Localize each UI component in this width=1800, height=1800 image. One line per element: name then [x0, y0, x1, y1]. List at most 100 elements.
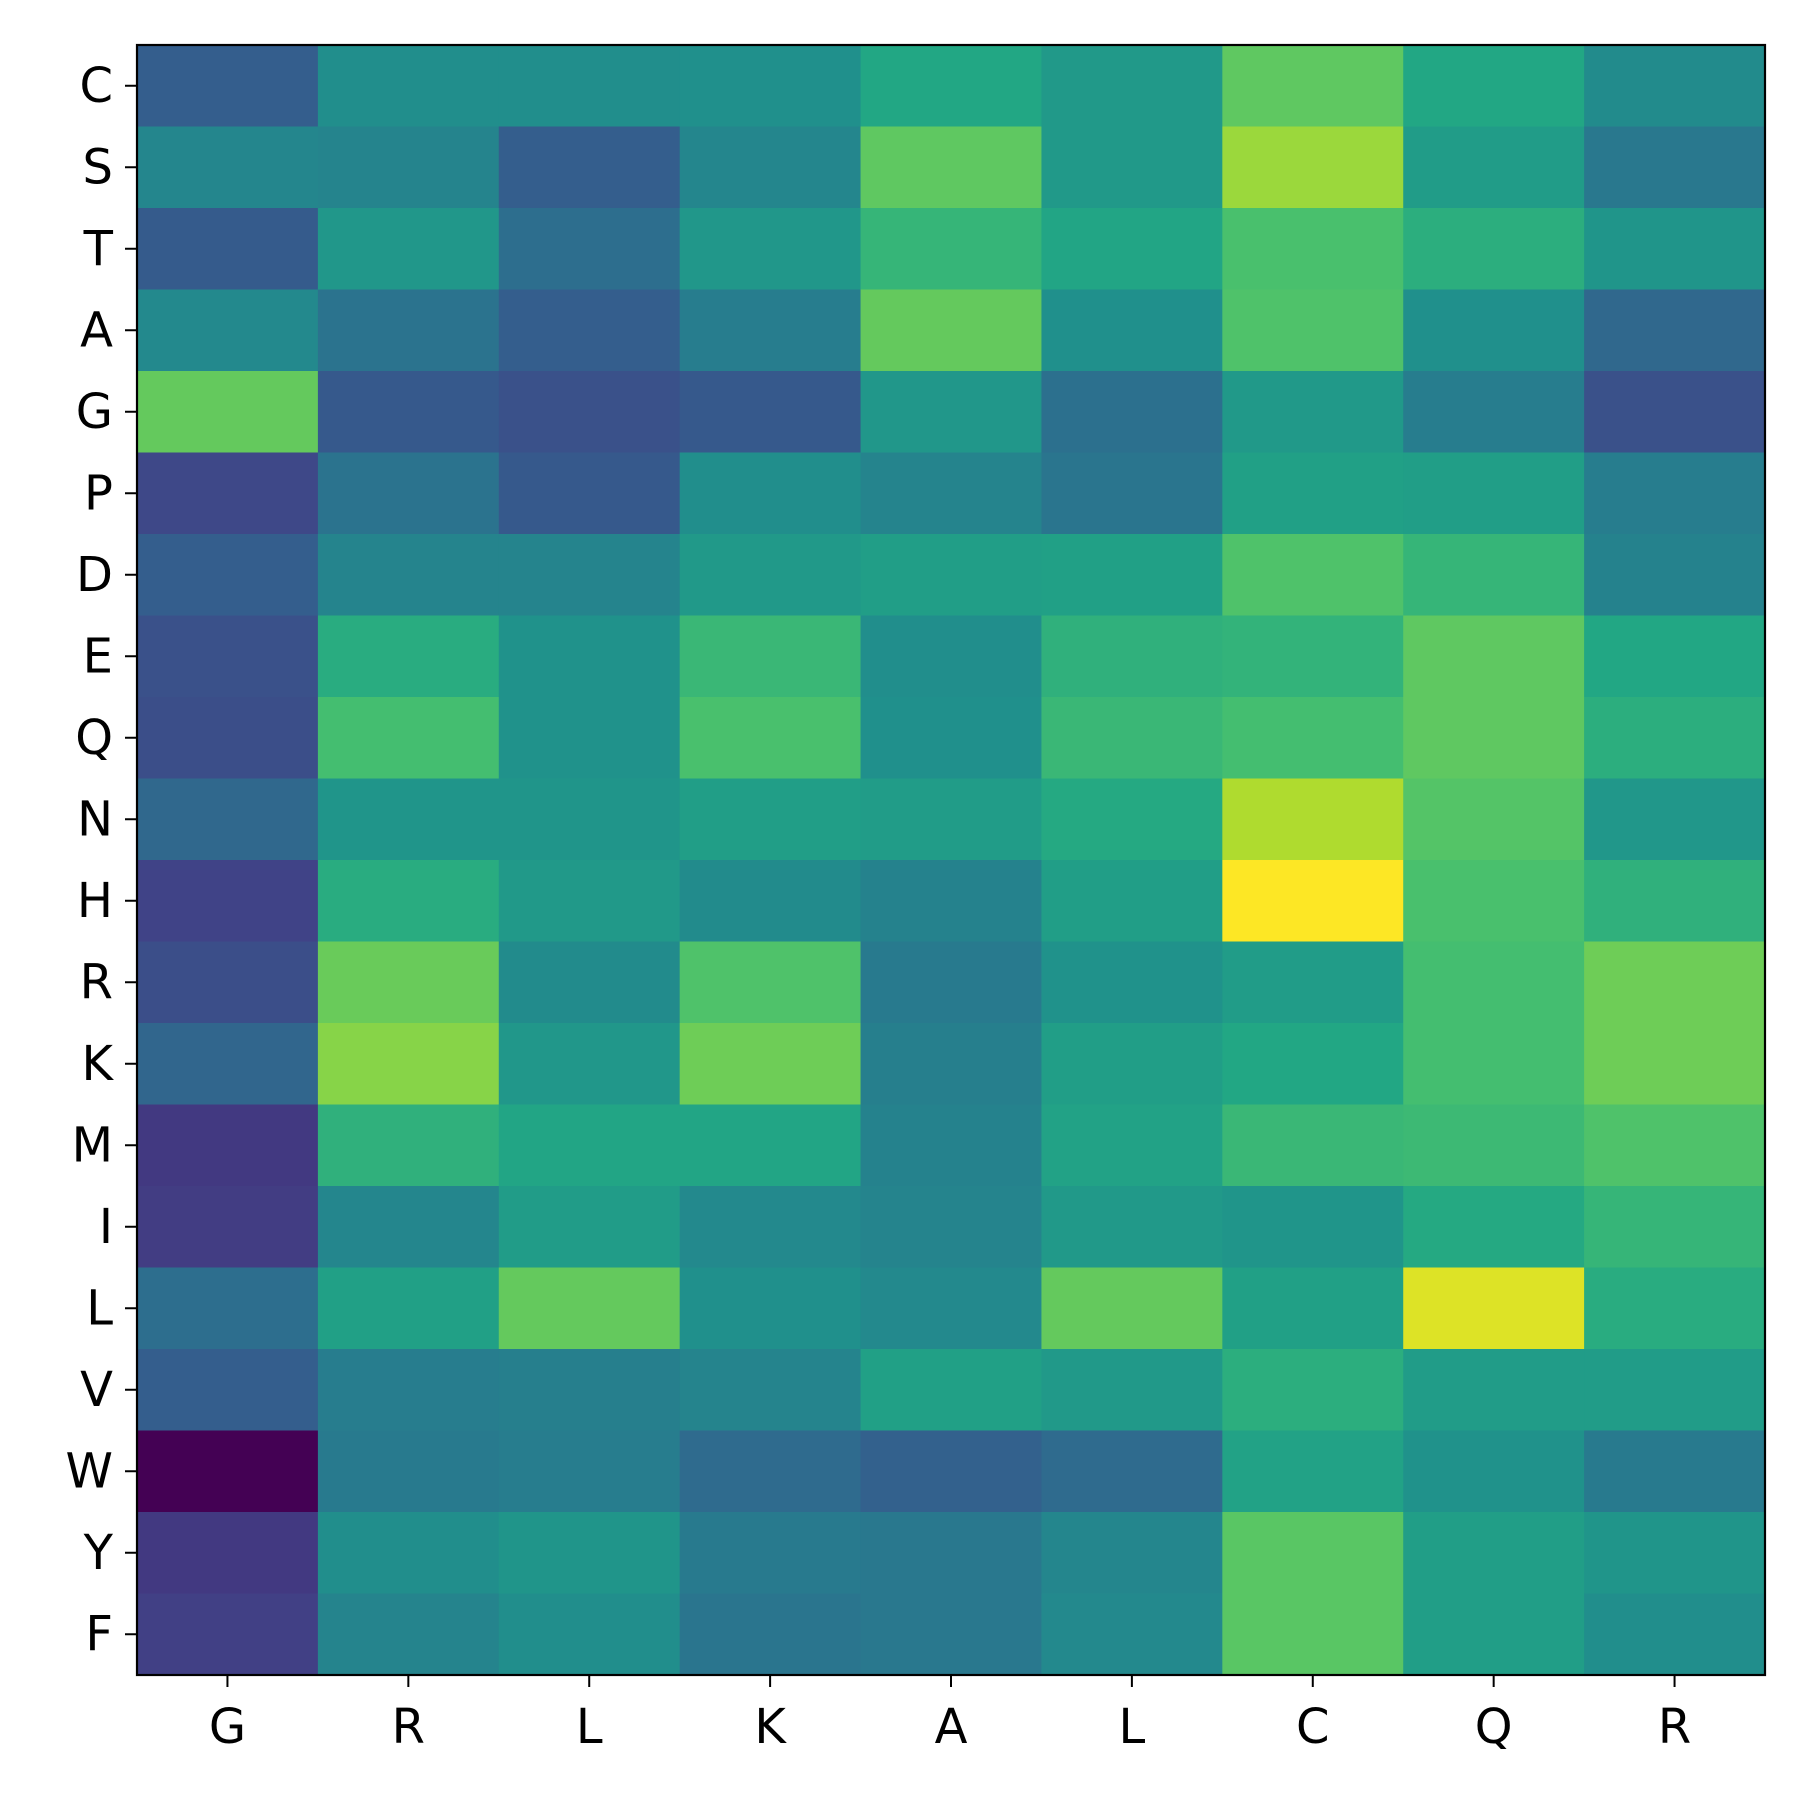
heatmap-cell — [679, 45, 862, 128]
heatmap-cell — [317, 452, 500, 535]
heatmap-cell — [1041, 45, 1223, 128]
heatmap-cell — [860, 615, 1043, 698]
heatmap-cell — [679, 1430, 862, 1513]
heatmap-cell — [1403, 697, 1585, 780]
heatmap-cell — [679, 534, 862, 617]
heatmap-cell — [498, 1593, 681, 1676]
heatmap-cell — [679, 289, 862, 372]
heatmap-cell — [1041, 534, 1223, 617]
heatmap-cell — [317, 208, 500, 291]
y-tick-label: P — [84, 465, 113, 521]
heatmap-cell — [1584, 860, 1766, 943]
y-tick-label: N — [77, 791, 113, 847]
y-tick-label: A — [80, 302, 113, 358]
heatmap-cell — [679, 941, 862, 1024]
x-tick-label: C — [1296, 1699, 1330, 1755]
heatmap-cell — [1403, 778, 1585, 861]
heatmap-cell — [137, 45, 319, 128]
heatmap-cell — [1403, 1267, 1585, 1350]
heatmap-cell — [137, 1023, 319, 1106]
heatmap-cell — [1403, 860, 1585, 943]
heatmap-cell — [1584, 615, 1766, 698]
heatmap-cell — [1403, 126, 1585, 209]
y-tick-label: K — [82, 1036, 115, 1092]
y-tick-label: T — [83, 221, 114, 277]
heatmap-cell — [1584, 126, 1766, 209]
heatmap-cell — [498, 1430, 681, 1513]
heatmap-cell — [1222, 126, 1404, 209]
heatmap-cell — [860, 534, 1043, 617]
heatmap-cell — [1041, 1593, 1223, 1676]
heatmap-cell — [1222, 1512, 1404, 1595]
heatmap-cell — [1584, 534, 1766, 617]
heatmap-cell — [679, 126, 862, 209]
heatmap-cell — [860, 1349, 1043, 1432]
heatmap-cell — [137, 208, 319, 291]
heatmap-cell — [1041, 1104, 1223, 1187]
heatmap-cell — [860, 1186, 1043, 1269]
heatmap-cell — [1403, 1430, 1585, 1513]
heatmap-cell — [317, 778, 500, 861]
heatmap-cell — [679, 860, 862, 943]
heatmap-cell — [679, 1512, 862, 1595]
heatmap-cell — [1222, 778, 1404, 861]
x-tick-label: A — [935, 1699, 968, 1755]
heatmap-cell — [1584, 941, 1766, 1024]
heatmap-cell — [1041, 1430, 1223, 1513]
heatmap-cell — [317, 1186, 500, 1269]
heatmap-cell — [498, 1349, 681, 1432]
heatmap-cell — [1584, 371, 1766, 454]
heatmap-cell — [860, 289, 1043, 372]
heatmap-cell — [1403, 371, 1585, 454]
heatmap-cell — [1584, 289, 1766, 372]
heatmap-cell — [1041, 615, 1223, 698]
heatmap-cell — [860, 1593, 1043, 1676]
heatmap-cell — [317, 1512, 500, 1595]
x-tick-label: L — [1119, 1699, 1146, 1755]
heatmap-cell — [1403, 1104, 1585, 1187]
x-tick-label: G — [209, 1699, 246, 1755]
heatmap-cell — [1222, 452, 1404, 535]
heatmap-cell — [679, 697, 862, 780]
heatmap-cell — [137, 452, 319, 535]
heatmap-cell — [679, 778, 862, 861]
heatmap-cell — [1584, 778, 1766, 861]
heatmap-cell — [1584, 208, 1766, 291]
heatmap-cell — [860, 126, 1043, 209]
heatmap-cell — [1222, 1267, 1404, 1350]
heatmap-cell — [498, 860, 681, 943]
heatmap-cell — [1403, 1512, 1585, 1595]
heatmap-cell — [137, 534, 319, 617]
heatmap-cell — [860, 1430, 1043, 1513]
heatmap-cell — [137, 1512, 319, 1595]
heatmap-cell — [860, 1023, 1043, 1106]
heatmap-cell — [137, 615, 319, 698]
x-tick-label: L — [576, 1699, 603, 1755]
heatmap-cell — [137, 289, 319, 372]
heatmap-cell — [317, 289, 500, 372]
heatmap-cell — [1222, 1593, 1404, 1676]
x-tick-label: Q — [1475, 1699, 1513, 1755]
heatmap-cell — [137, 1267, 319, 1350]
heatmap-cell — [1041, 1186, 1223, 1269]
heatmap-cell — [1584, 1104, 1766, 1187]
heatmap-cell — [1584, 45, 1766, 128]
heatmap-cell — [860, 452, 1043, 535]
heatmap-cell — [317, 615, 500, 698]
heatmap-cell — [137, 1186, 319, 1269]
heatmap-cell — [137, 778, 319, 861]
heatmap-cell — [137, 371, 319, 454]
heatmap-cell — [1222, 941, 1404, 1024]
heatmap-cell — [137, 697, 319, 780]
heatmap-cell — [1041, 697, 1223, 780]
heatmap-cell — [1222, 289, 1404, 372]
heatmap-cell — [317, 860, 500, 943]
heatmap-cell — [137, 1593, 319, 1676]
x-tick-label: R — [392, 1699, 425, 1755]
heatmap-cell — [1222, 534, 1404, 617]
heatmap-cell — [498, 1267, 681, 1350]
heatmap-cell — [1222, 615, 1404, 698]
heatmap-cell — [1041, 126, 1223, 209]
heatmap-cell — [1222, 371, 1404, 454]
